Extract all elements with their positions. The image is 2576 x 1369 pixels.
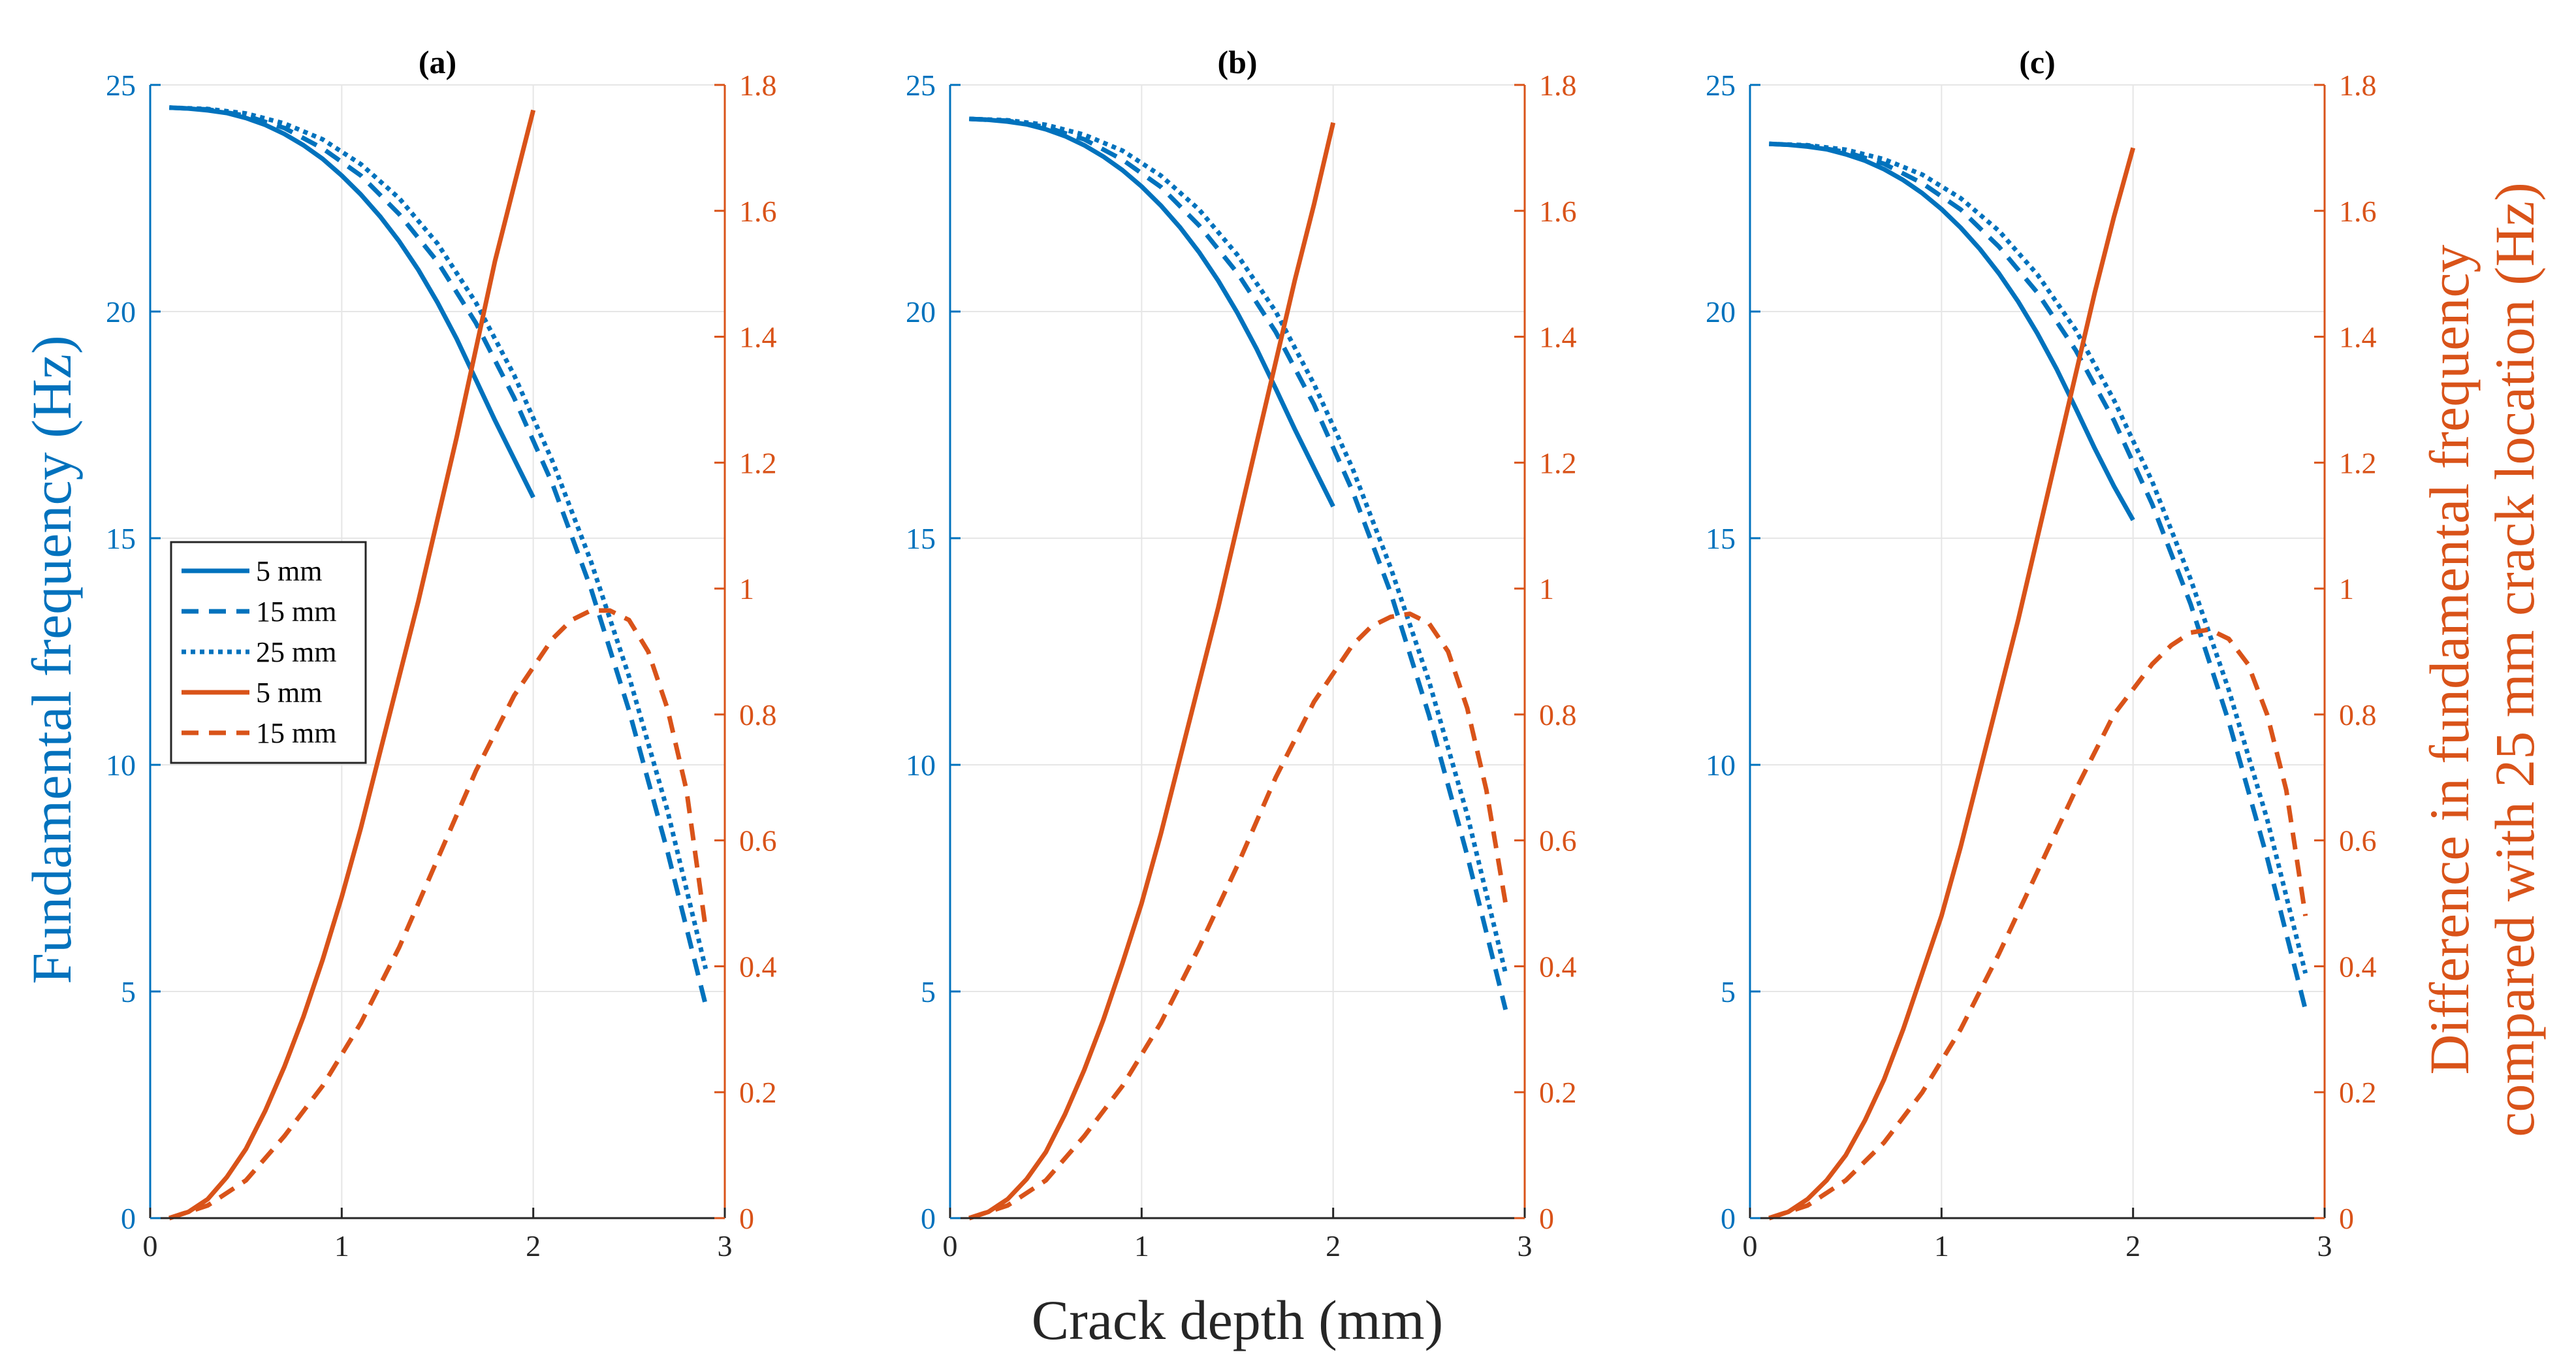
legend: 5 mm 15 mm 25 mm 5 mm 15 mm — [170, 541, 367, 764]
x-tick-label: 1 — [1934, 1229, 1949, 1263]
legend-label: 5 mm — [256, 555, 322, 587]
series-line-left — [969, 116, 1508, 974]
series-line-left — [1769, 141, 2308, 974]
left-y-tick-label: 10 — [1706, 749, 1736, 782]
x-tick-label: 1 — [334, 1229, 349, 1263]
series-line-left — [169, 105, 708, 970]
right-y-tick-label: 0.8 — [2339, 698, 2377, 732]
right-y-tick-label: 0.6 — [739, 824, 777, 858]
right-y-tick-label: 1.2 — [1539, 446, 1577, 479]
right-y-tick-label: 1.4 — [739, 321, 777, 354]
right-y-tick-label: 0.8 — [1539, 698, 1577, 732]
right-y-tick-label: 0.6 — [2339, 824, 2377, 858]
chart-panel: 0 1 2 3051015202500.20.40.60.811.21.41.61.8… — [906, 44, 1577, 1263]
right-y-tick-label: 1.8 — [2339, 69, 2377, 102]
right-y-axis-label-line2: compared with 25 mm crack location (Hz) — [2483, 182, 2546, 1136]
series-line-right — [1768, 147, 2136, 1221]
x-tick-label: 2 — [1326, 1229, 1341, 1263]
x-tick-label: 3 — [2317, 1229, 2332, 1263]
panels: 0 1 2 3051015202500.20.40.60.811.21.41.61.8… — [106, 44, 2377, 1263]
right-y-tick-label: 0.8 — [739, 698, 777, 732]
legend-entry: 5 mm — [182, 677, 322, 709]
chart-panel: 0 1 2 3051015202500.20.40.60.811.21.41.61.8… — [1706, 44, 2377, 1263]
right-y-tick-label: 0.2 — [739, 1076, 777, 1109]
legend-entry: 5 mm — [182, 555, 322, 587]
right-y-tick-label: 1 — [739, 572, 754, 605]
right-y-axis-label-line1: Difference in fundamental frequency — [2418, 244, 2481, 1074]
right-y-tick-label: 1 — [2339, 572, 2354, 605]
right-y-tick-label: 1.2 — [2339, 446, 2377, 479]
right-y-tick-label: 1.8 — [739, 69, 777, 102]
right-y-tick-label: 0.4 — [2339, 950, 2377, 983]
legend-entry: 15 mm — [182, 596, 336, 628]
right-y-tick-label: 0.4 — [739, 950, 777, 983]
left-y-tick-label: 5 — [121, 975, 136, 1008]
left-y-tick-label: 5 — [921, 975, 936, 1008]
x-tick-label: 3 — [1518, 1229, 1533, 1263]
right-y-tick-label: 1.6 — [2339, 195, 2377, 228]
left-y-tick-label: 15 — [1706, 522, 1736, 555]
x-tick-label: 2 — [2125, 1229, 2140, 1263]
x-tick-label: 0 — [943, 1229, 958, 1263]
right-y-tick-label: 1.8 — [1539, 69, 1577, 102]
right-y-tick-label: 1 — [1539, 572, 1554, 605]
left-y-tick-label: 15 — [906, 522, 936, 555]
right-y-tick-label: 0 — [1539, 1202, 1554, 1235]
right-y-tick-label: 1.4 — [2339, 321, 2377, 354]
left-y-tick-label: 20 — [906, 295, 936, 329]
series-line-left — [1769, 141, 2308, 1010]
left-y-axis-label: Fundamental frequency (Hz) — [20, 335, 83, 984]
right-y-tick-label: 0 — [739, 1202, 754, 1235]
legend-entry: 25 mm — [182, 636, 336, 668]
right-y-tick-label: 0.2 — [2339, 1076, 2377, 1109]
chart-panel: 0 1 2 3051015202500.20.40.60.811.21.41.61.8… — [106, 44, 777, 1263]
legend-entry: 15 mm — [182, 717, 336, 749]
legend-label: 15 mm — [256, 596, 336, 628]
x-tick-label: 1 — [1134, 1229, 1149, 1263]
left-y-tick-label: 25 — [1706, 69, 1736, 102]
legend-label: 15 mm — [256, 717, 336, 749]
right-y-tick-label: 1.4 — [1539, 321, 1577, 354]
left-y-tick-label: 20 — [1706, 295, 1736, 329]
chart-title: (c) — [2019, 44, 2056, 80]
left-y-tick-label: 10 — [906, 749, 936, 782]
left-y-tick-label: 25 — [106, 69, 136, 102]
series-line-right — [168, 608, 708, 1221]
right-y-tick-label: 0.2 — [1539, 1076, 1577, 1109]
right-y-tick-label: 1.6 — [739, 195, 777, 228]
left-y-tick-label: 5 — [1721, 975, 1736, 1008]
series-line-left — [969, 116, 1508, 1010]
left-y-tick-label: 0 — [121, 1202, 136, 1235]
series-line-right — [968, 122, 1336, 1221]
left-y-tick-label: 20 — [106, 295, 136, 329]
right-y-tick-label: 1.6 — [1539, 195, 1577, 228]
x-tick-label: 3 — [718, 1229, 733, 1263]
left-y-tick-label: 10 — [106, 749, 136, 782]
legend-label: 5 mm — [256, 677, 322, 709]
x-tick-label: 2 — [526, 1229, 541, 1263]
x-tick-label: 0 — [143, 1229, 158, 1263]
left-y-tick-label: 0 — [1721, 1202, 1736, 1235]
series-line-left — [169, 105, 708, 1006]
chart-title: (a) — [419, 44, 456, 80]
right-y-tick-label: 0 — [2339, 1202, 2354, 1235]
x-tick-label: 0 — [1743, 1229, 1758, 1263]
series-line-right — [168, 109, 536, 1221]
left-y-tick-label: 15 — [106, 522, 136, 555]
series-line-right — [1768, 627, 2308, 1221]
right-y-tick-label: 0.6 — [1539, 824, 1577, 858]
chart-title: (b) — [1217, 44, 1257, 80]
x-axis-label: Crack depth (mm) — [1032, 1289, 1443, 1351]
right-y-tick-label: 0.4 — [1539, 950, 1577, 983]
series-line-right — [968, 611, 1508, 1221]
left-y-tick-label: 25 — [906, 69, 936, 102]
right-y-tick-label: 1.2 — [739, 446, 777, 479]
legend-label: 25 mm — [256, 636, 336, 668]
left-y-tick-label: 0 — [921, 1202, 936, 1235]
